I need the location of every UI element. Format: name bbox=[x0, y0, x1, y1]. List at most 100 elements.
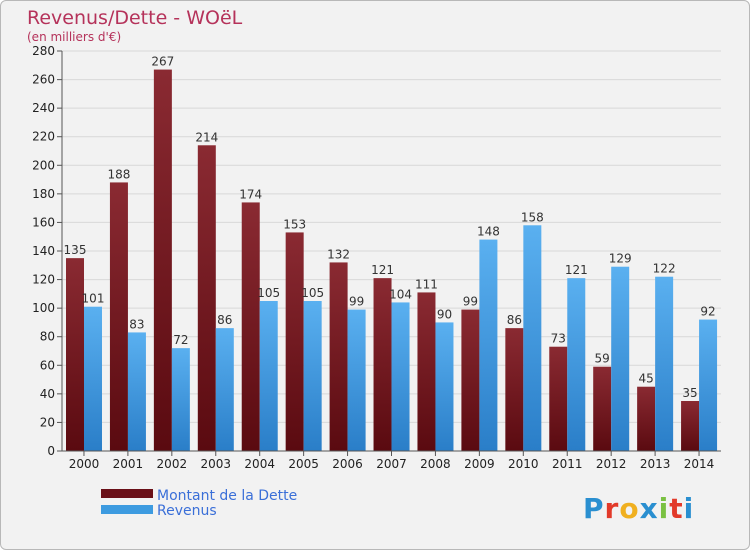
y-tick-label: 60 bbox=[40, 358, 55, 372]
value-label-debt: 86 bbox=[507, 313, 522, 327]
value-label-revenus: 121 bbox=[565, 263, 588, 277]
chart-subtitle: (en milliers d'€) bbox=[27, 30, 121, 44]
y-tick-label: 20 bbox=[40, 415, 55, 429]
value-label-revenus: 129 bbox=[609, 252, 632, 266]
logo-letter: i bbox=[659, 492, 670, 525]
y-tick-label: 220 bbox=[32, 130, 55, 144]
bar-revenus bbox=[479, 239, 498, 451]
x-tick-label: 2004 bbox=[244, 457, 275, 471]
value-label-debt: 121 bbox=[371, 263, 394, 277]
y-tick-label: 180 bbox=[32, 187, 55, 201]
bar-revenus bbox=[655, 276, 674, 451]
legend-label-debt: Montant de la Dette bbox=[157, 488, 297, 504]
x-tick-label: 2012 bbox=[596, 457, 627, 471]
y-tick-label: 120 bbox=[32, 273, 55, 287]
bar-revenus bbox=[84, 306, 102, 451]
y-tick-label: 0 bbox=[47, 444, 55, 458]
y-tick-label: 260 bbox=[32, 73, 55, 87]
y-tick-label: 160 bbox=[32, 215, 55, 229]
bar-group: 135 101 188 83 267 72 214 86 174 105 153 105 132 99 12… bbox=[64, 55, 718, 452]
value-label-revenus: 104 bbox=[389, 287, 412, 301]
value-label-revenus: 101 bbox=[82, 292, 105, 306]
bar-debt bbox=[593, 366, 612, 451]
bar-debt bbox=[373, 278, 392, 451]
proxiti-logo: Proxiti bbox=[583, 492, 694, 525]
bar-revenus bbox=[435, 322, 454, 451]
value-label-debt: 73 bbox=[551, 332, 566, 346]
bar-debt bbox=[549, 346, 568, 451]
legend: Montant de la Dette Revenus bbox=[101, 488, 297, 519]
x-tick-label: 2001 bbox=[113, 457, 144, 471]
logo-letter: o bbox=[619, 492, 639, 525]
value-label-revenus: 105 bbox=[301, 286, 324, 300]
bar-revenus bbox=[523, 225, 542, 451]
x-tick-label: 2010 bbox=[508, 457, 539, 471]
value-label-debt: 99 bbox=[463, 295, 478, 309]
legend-label-revenus: Revenus bbox=[157, 503, 217, 519]
value-label-debt: 59 bbox=[595, 352, 610, 366]
bar-revenus bbox=[303, 301, 322, 451]
x-tick-label: 2003 bbox=[200, 457, 231, 471]
bar-debt bbox=[153, 69, 172, 452]
x-tick-label: 2005 bbox=[288, 457, 319, 471]
bar-revenus bbox=[215, 328, 234, 451]
value-label-revenus: 86 bbox=[217, 313, 232, 327]
value-label-revenus: 72 bbox=[173, 333, 188, 347]
bar-revenus bbox=[259, 301, 278, 451]
value-label-debt: 267 bbox=[151, 55, 174, 69]
value-label-revenus: 83 bbox=[129, 317, 144, 331]
value-label-debt: 35 bbox=[682, 386, 697, 400]
value-label-revenus: 122 bbox=[653, 262, 676, 276]
value-label-debt: 45 bbox=[638, 372, 653, 386]
logo-letter: r bbox=[605, 492, 620, 525]
value-label-debt: 111 bbox=[415, 277, 438, 291]
bar-revenus bbox=[347, 309, 366, 451]
logo-letter: i bbox=[684, 492, 695, 525]
x-tick-label: 2002 bbox=[157, 457, 188, 471]
y-tick-label: 100 bbox=[32, 301, 55, 315]
value-label-debt: 188 bbox=[107, 167, 130, 181]
value-label-revenus: 92 bbox=[700, 305, 715, 319]
x-tick-label: 2007 bbox=[376, 457, 407, 471]
x-tick-label: 2006 bbox=[332, 457, 363, 471]
y-tick-label: 80 bbox=[40, 330, 55, 344]
bar-revenus bbox=[171, 348, 190, 451]
y-axis: 0 20 40 60 80 100 120 140 160 180 200 220 240 260 280 bbox=[32, 44, 63, 458]
y-tick-label: 200 bbox=[32, 158, 55, 172]
x-tick-label: 2011 bbox=[552, 457, 583, 471]
y-tick-label: 240 bbox=[32, 101, 55, 115]
value-label-revenus: 158 bbox=[521, 210, 544, 224]
bar-debt bbox=[417, 292, 436, 451]
bar-revenus bbox=[611, 266, 630, 451]
logo-letter: x bbox=[640, 492, 659, 525]
bar-debt bbox=[637, 386, 656, 451]
x-tick-label: 2000 bbox=[69, 457, 100, 471]
value-label-revenus: 99 bbox=[349, 295, 364, 309]
y-tick-label: 280 bbox=[32, 44, 55, 58]
bar-debt bbox=[66, 258, 84, 451]
value-label-debt: 135 bbox=[64, 243, 87, 257]
x-tick-label: 2013 bbox=[640, 457, 671, 471]
bar-debt bbox=[681, 401, 700, 451]
value-label-revenus: 90 bbox=[437, 307, 452, 321]
bar-debt bbox=[241, 202, 260, 451]
legend-swatch-debt bbox=[101, 489, 153, 498]
value-label-debt: 214 bbox=[195, 130, 218, 144]
bar-debt bbox=[329, 262, 348, 451]
value-label-revenus: 105 bbox=[257, 286, 280, 300]
x-tick-label: 2008 bbox=[420, 457, 451, 471]
logo-letter: t bbox=[669, 492, 683, 525]
chart-title: Revenus/Dette - WOëL bbox=[27, 7, 243, 29]
value-label-debt: 174 bbox=[239, 187, 262, 201]
x-tick-label: 2014 bbox=[684, 457, 715, 471]
bar-revenus bbox=[567, 278, 586, 451]
bar-debt bbox=[109, 182, 128, 451]
y-tick-label: 140 bbox=[32, 244, 55, 258]
bar-revenus bbox=[391, 302, 410, 451]
value-label-revenus: 148 bbox=[477, 225, 500, 239]
bar-debt bbox=[505, 328, 524, 451]
x-tick-label: 2009 bbox=[464, 457, 495, 471]
logo-text: Proxiti bbox=[583, 492, 694, 525]
